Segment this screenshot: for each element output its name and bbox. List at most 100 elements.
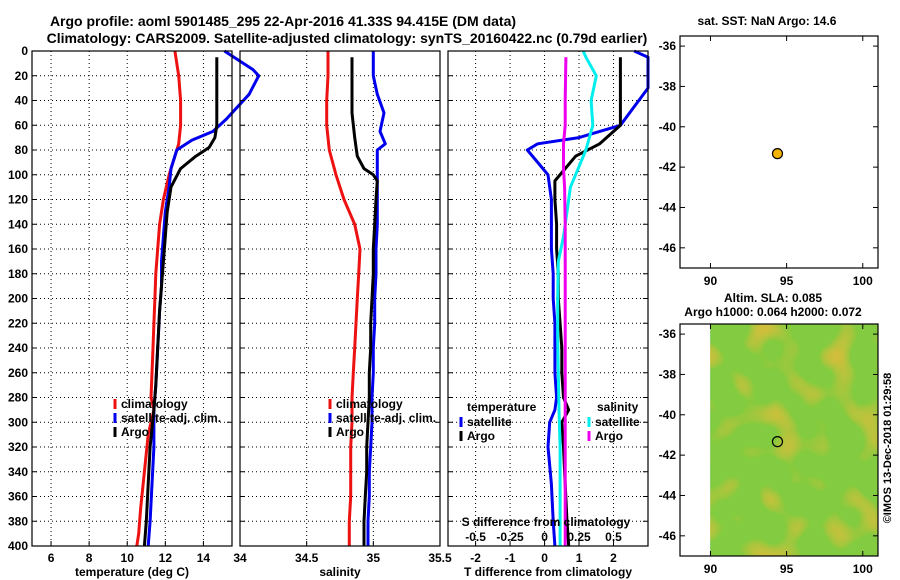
legend-label: satellite-adj. clim. [121, 411, 221, 425]
sla-field [710, 324, 878, 556]
lat-tick-label: -46 [659, 529, 677, 543]
depth-tick-label: 60 [15, 118, 29, 132]
sla-title-line2: Argo h1000: 0.064 h2000: 0.072 [684, 305, 862, 319]
legend-label: climatology [336, 397, 403, 411]
series-t-satellite [525, 49, 650, 547]
sla-map-panel: 90 95 100 -36 -38 -40 -42 -44 -46 [659, 323, 879, 576]
depth-tick-label: 180 [8, 267, 28, 281]
depth-tick-label: 140 [8, 217, 28, 231]
depth-tick-label: 0 [21, 44, 28, 58]
x-axis-label: salinity [319, 565, 361, 579]
plot-frame [447, 50, 649, 547]
lat-tick-label: -42 [659, 448, 677, 462]
depth-tick-label: 340 [8, 465, 28, 479]
legend-label: satellite [467, 415, 512, 429]
depth-tick-label: 200 [8, 292, 28, 306]
difference-panel: -2 -1 0 1 2T difference from climatology temp… [447, 49, 650, 579]
plot-frame [239, 50, 441, 547]
legend-title-salinity: salinity [597, 400, 639, 414]
depth-tick-label: 320 [8, 440, 28, 454]
legend-label: climatology [121, 397, 188, 411]
legend-label: Argo [467, 429, 495, 443]
x-tick-label: 2 [610, 551, 617, 565]
x-tick-label-top: 0.25 [567, 530, 591, 544]
x-tick-label: 6 [48, 551, 55, 565]
lat-tick-label: -46 [659, 241, 677, 255]
lat-tick-label: -42 [659, 160, 677, 174]
series-argo [142, 57, 219, 547]
x-tick-label-top: 0 [541, 530, 548, 544]
depth-tick-label: 100 [8, 168, 28, 182]
argo-position-marker [771, 148, 784, 160]
x-tick-label: -2 [470, 551, 481, 565]
temperature-panel: 0 20 40 60 80 100 120 140 160 180 200 220 240 260 280 3… [8, 44, 261, 579]
x-tick-label: 1 [576, 551, 583, 565]
depth-tick-label: 20 [15, 69, 29, 83]
depth-tick-label: 160 [8, 242, 28, 256]
lon-tick-label: 90 [704, 274, 718, 288]
series-s-satellite [556, 50, 598, 546]
depth-tick-label: 240 [8, 341, 28, 355]
series-satellite-adj-clim- [146, 49, 261, 547]
argo-position-marker [771, 436, 784, 448]
depth-tick-label: 400 [8, 539, 28, 553]
legend-label: satellite [595, 415, 640, 429]
depth-tick-label: 280 [8, 391, 28, 405]
depth-tick-label: 80 [15, 143, 29, 157]
lat-tick-label: -44 [659, 488, 677, 502]
lon-tick-label: 90 [704, 562, 718, 576]
map-frame [679, 323, 879, 557]
series-s-argo [562, 57, 568, 546]
legend-label: Argo [121, 425, 149, 439]
x-tick-label-top: -0.25 [496, 530, 524, 544]
x-tick-label: 35 [367, 551, 381, 565]
x-tick-label: -1 [505, 551, 516, 565]
series-climatology [325, 51, 362, 546]
x-tick-label-top: 0.5 [605, 530, 622, 544]
series-satellite-adj-clim- [366, 51, 387, 546]
lat-tick-label: -36 [659, 39, 677, 53]
lat-tick-label: -44 [659, 200, 677, 214]
main-title-line2: Climatology: CARS2009. Satellite-adjuste… [47, 30, 648, 46]
imos-watermark: ©IMOS 13-Dec-2018 01:29:58 [882, 373, 894, 524]
depth-tick-label: 360 [8, 490, 28, 504]
x-tick-label: 10 [121, 551, 135, 565]
lon-tick-label: 100 [853, 562, 873, 576]
lat-tick-label: -38 [659, 79, 677, 93]
lon-tick-label: 95 [780, 562, 794, 576]
depth-tick-label: 260 [8, 366, 28, 380]
lat-tick-label: -36 [659, 327, 677, 341]
x-axis-label: T difference from climatology [464, 565, 632, 579]
x-tick-label: 34.5 [295, 551, 319, 565]
lon-tick-label: 95 [780, 274, 794, 288]
depth-tick-label: 120 [8, 193, 28, 207]
lat-tick-label: -40 [659, 120, 677, 134]
x-tick-label: 0 [541, 551, 548, 565]
x-tick-label: 12 [159, 551, 173, 565]
legend-title-temperature: temperature [467, 400, 537, 414]
sst-title: sat. SST: NaN Argo: 14.6 [698, 14, 837, 28]
map-frame [679, 35, 879, 269]
sla-title-line1: Altim. SLA: 0.085 [724, 291, 822, 305]
x-tick-label: 8 [86, 551, 93, 565]
lon-tick-label: 100 [853, 274, 873, 288]
x-axis-label-top: S difference from climatology [462, 515, 631, 529]
x-tick-label: 14 [197, 551, 211, 565]
depth-tick-label: 380 [8, 514, 28, 528]
x-axis-label: temperature (deg C) [75, 565, 189, 579]
depth-tick-label: 220 [8, 316, 28, 330]
depth-tick-label: 300 [8, 415, 28, 429]
series-climatology [135, 50, 183, 547]
x-tick-label: 34 [233, 551, 247, 565]
main-title-line1: Argo profile: aoml 5901485_295 22-Apr-20… [50, 13, 516, 29]
x-tick-label-top: -0.5 [465, 530, 486, 544]
salinity-panel: 34 34.5 35 35.5 salinity climatologysatellite… [233, 50, 452, 579]
legend-label: satellite-adj. clim. [336, 411, 436, 425]
x-tick-label: 35.5 [428, 551, 452, 565]
depth-tick-label: 40 [15, 94, 29, 108]
series-argo [350, 57, 379, 546]
lat-tick-label: -40 [659, 408, 677, 422]
legend-label: Argo [336, 425, 364, 439]
sst-map-panel: 90 95 100 -36 -38 -40 -42 -44 -46 [659, 35, 879, 288]
